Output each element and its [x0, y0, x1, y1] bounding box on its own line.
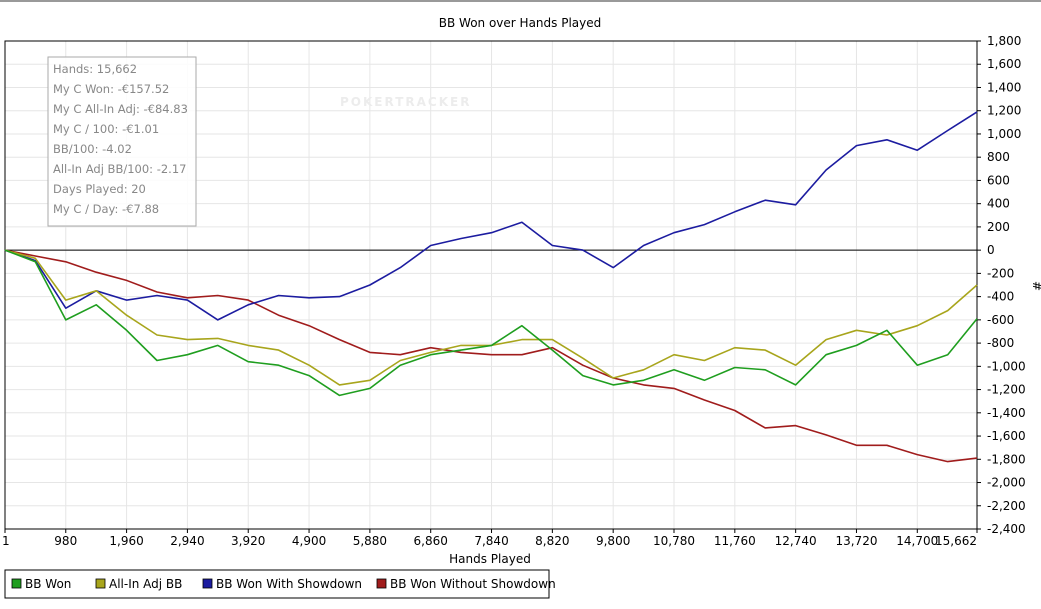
y-tick-label: -600 — [987, 313, 1014, 327]
watermark: POKERTRACKER — [340, 95, 471, 109]
y-tick-label: -2,400 — [987, 522, 1026, 536]
y-tick-label: 1,200 — [987, 104, 1021, 118]
info-line: My C Won: -€157.52 — [53, 82, 169, 96]
y-tick-label: -200 — [987, 266, 1014, 280]
x-tick-label: 13,720 — [835, 534, 877, 548]
y-tick-label: -2,000 — [987, 476, 1026, 490]
x-tick-label: 2,940 — [170, 534, 204, 548]
x-tick-label: 10,780 — [653, 534, 695, 548]
y-tick-label: -400 — [987, 290, 1014, 304]
x-tick-label: 8,820 — [535, 534, 569, 548]
x-tick-label: 6,860 — [414, 534, 448, 548]
x-axis-label: Hands Played — [449, 552, 531, 566]
legend-label: BB Won Without Showdown — [390, 577, 556, 591]
legend-label: BB Won — [25, 577, 71, 591]
legend-swatch — [11, 578, 22, 589]
x-tick-label: 11,760 — [714, 534, 756, 548]
y-tick-label: 1,400 — [987, 80, 1021, 94]
x-tick-label: 5,880 — [353, 534, 387, 548]
y-tick-label: 400 — [987, 197, 1010, 211]
chart-title: BB Won over Hands Played — [439, 16, 601, 30]
series-line — [4, 111, 978, 321]
y-tick-label: -1,800 — [987, 452, 1026, 466]
info-line: My C All-In Adj: -€84.83 — [53, 102, 188, 116]
y-tick-label: 1,600 — [987, 57, 1021, 71]
y-tick-label: 600 — [987, 173, 1010, 187]
y-tick-label: -1,400 — [987, 406, 1026, 420]
info-line: My C / Day: -€7.88 — [53, 202, 159, 216]
x-tick-label: 12,740 — [775, 534, 817, 548]
x-tick-label: 3,920 — [231, 534, 265, 548]
y-tick-label: 800 — [987, 150, 1010, 164]
info-box: Hands: 15,662 My C Won: -€157.52 My C All-… — [47, 56, 197, 227]
x-tick-label: 4,900 — [292, 534, 326, 548]
x-tick-label: 14,700 — [896, 534, 938, 548]
legend-label: All-In Adj BB — [109, 577, 182, 591]
info-line: My C / 100: -€1.01 — [53, 122, 159, 136]
x-tick-label: 1 — [2, 534, 10, 548]
legend-swatch — [95, 578, 106, 589]
series-line — [4, 249, 978, 463]
y-tick-label: -1,200 — [987, 383, 1026, 397]
y-tick-label: 200 — [987, 220, 1010, 234]
legend: BB Won All-In Adj BB BB Won With Showdown B… — [4, 569, 556, 599]
legend-label: BB Won With Showdown — [216, 577, 362, 591]
info-line: All-In Adj BB/100: -2.17 — [53, 162, 186, 176]
series-line — [4, 249, 978, 386]
y-tick-label: -1,000 — [987, 359, 1026, 373]
x-tick-label: 9,800 — [596, 534, 630, 548]
x-tick-label: 15,662 — [935, 534, 977, 548]
y-tick-label: 1,800 — [987, 34, 1021, 48]
info-line: BB/100: -4.02 — [53, 142, 132, 156]
info-line: Hands: 15,662 — [53, 62, 137, 76]
y-tick-label: -800 — [987, 336, 1014, 350]
y-axis-label: # — [1030, 281, 1041, 291]
y-tick-label: -2,200 — [987, 499, 1026, 513]
x-tick-label: 980 — [54, 534, 77, 548]
legend-swatch — [376, 578, 387, 589]
info-box-frame — [47, 56, 197, 227]
x-tick-label: 1,960 — [109, 534, 143, 548]
series-line — [4, 249, 978, 397]
x-tick-label: 7,840 — [474, 534, 508, 548]
legend-swatch — [202, 578, 213, 589]
info-line: Days Played: 20 — [53, 182, 146, 196]
y-tick-label: -1,600 — [987, 429, 1026, 443]
y-tick-label: 0 — [987, 243, 995, 257]
y-tick-label: 1,000 — [987, 127, 1021, 141]
